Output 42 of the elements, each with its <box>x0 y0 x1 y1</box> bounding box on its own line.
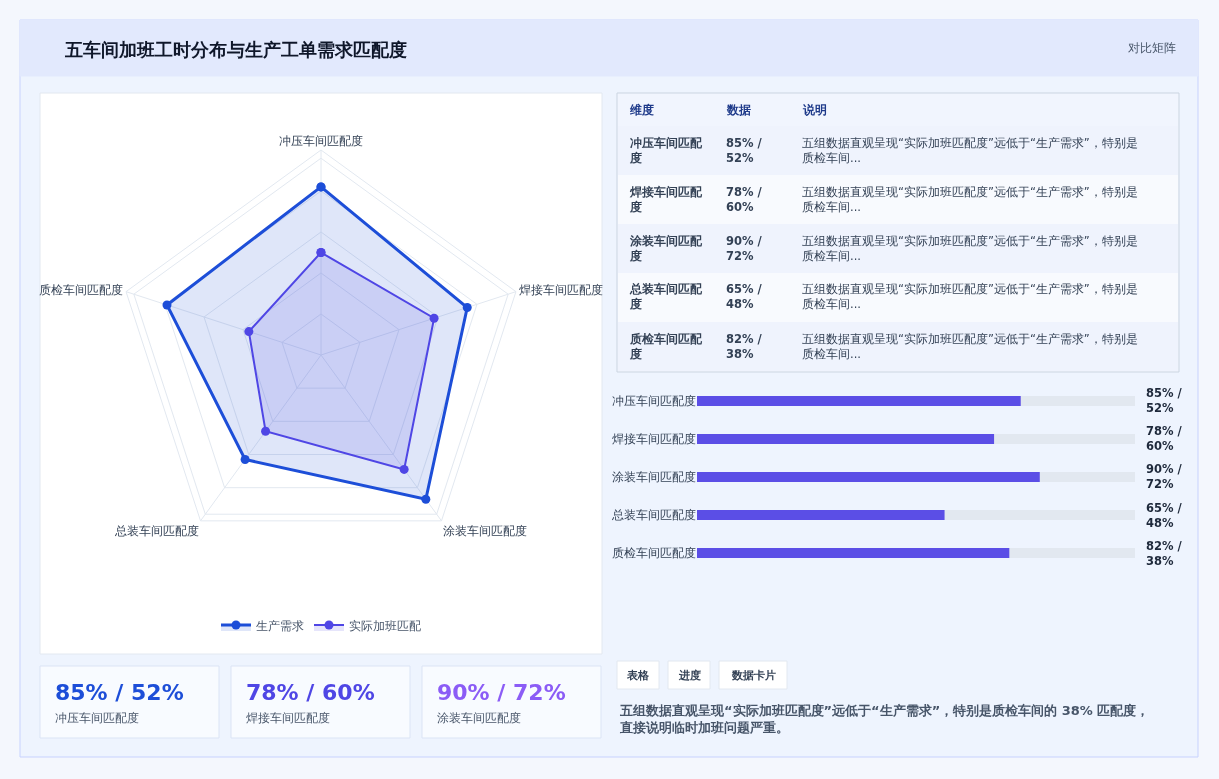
legend-label: 实际加班匹配 <box>349 618 421 633</box>
y-tick-label: 焊接车间匹配度 <box>612 432 696 447</box>
text: 五组数据直观呈现“实际加班匹配度”远低于“生产需求”，特别是质检车间... <box>802 332 1138 361</box>
text: 五组数据直观呈现“实际加班匹配度”远低于“生产需求”，特别是质检车间... <box>802 282 1138 311</box>
text: 维度 <box>629 103 654 117</box>
y-tick-label: 涂装车间匹配度 <box>612 470 696 485</box>
text: 五组数据直观呈现“实际加班匹配度”远低于“生产需求”，特别是质检车间... <box>802 136 1138 165</box>
data-label: 82% / 38% <box>1146 539 1183 568</box>
spoke-label: 焊接车间匹配度 <box>518 283 603 298</box>
y-tick-label: 总装车间匹配度 <box>611 508 696 523</box>
text: 表格 <box>626 669 650 682</box>
text: 进度 <box>678 669 701 682</box>
data-label: 65% / 48% <box>1146 501 1183 530</box>
text: 数据 <box>726 103 751 117</box>
text: 85% / 52% <box>55 680 184 705</box>
text: 五组数据直观呈现“实际加班匹配度”远低于“生产需求”，特别是质检车间... <box>802 234 1138 263</box>
spoke-label: 冲压车间匹配度 <box>279 133 363 148</box>
y-tick-label: 冲压车间匹配度 <box>612 394 696 409</box>
text: 五组数据直观呈现“实际加班匹配度”远低于“生产需求”，特别是质检车间的 38% 匹配度，直接说明临时加班问题严重。 <box>619 703 1150 735</box>
spoke-label: 质检车间匹配度 <box>39 283 124 298</box>
text: 焊接车间匹配度 <box>246 711 330 725</box>
text: 78% / 60% <box>726 185 763 214</box>
legend-label: 生产需求 <box>256 618 304 633</box>
text: 五车间加班工时分布与生产工单需求匹配度 <box>64 39 407 60</box>
text: 82% / 38% <box>726 332 763 361</box>
text: 数据卡片 <box>731 669 776 682</box>
text: 65% / 48% <box>726 282 763 311</box>
data-label: 78% / 60% <box>1146 424 1183 453</box>
text: 90% / 72% <box>437 680 566 705</box>
data-label: 85% / 52% <box>1146 386 1183 415</box>
text: 冲压车间匹配度 <box>55 711 139 725</box>
text: 五组数据直观呈现“实际加班匹配度”远低于“生产需求”，特别是质检车间... <box>802 185 1138 214</box>
text: 对比矩阵 <box>1128 41 1176 55</box>
text: 85% / 52% <box>726 136 763 165</box>
text: 说明 <box>802 103 827 117</box>
y-tick-label: 质检车间匹配度 <box>612 546 696 561</box>
spoke-label: 涂装车间匹配度 <box>443 524 528 539</box>
text: 涂装车间匹配度 <box>437 711 521 725</box>
text: 90% / 72% <box>726 234 763 263</box>
text: 78% / 60% <box>246 680 375 705</box>
data-label: 90% / 72% <box>1146 462 1183 491</box>
spoke-label: 总装车间匹配度 <box>113 524 199 539</box>
